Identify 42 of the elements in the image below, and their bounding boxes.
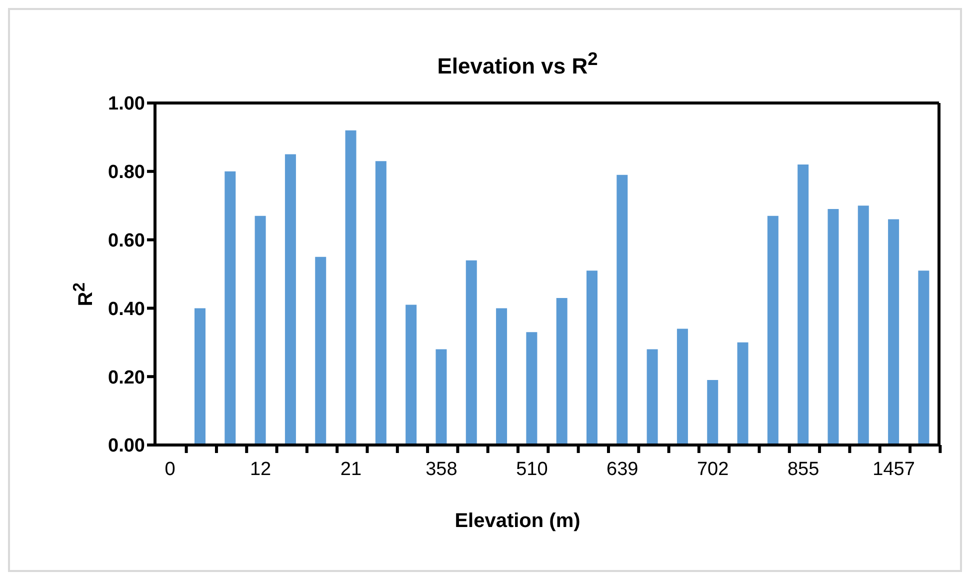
bar (284, 154, 296, 445)
bar (436, 349, 447, 445)
x-tick-label: 1457 (872, 459, 915, 480)
x-tick-label: 510 (516, 459, 548, 480)
x-tick-label: 639 (606, 459, 638, 480)
bar (496, 308, 508, 445)
y-tick-label: 0.40 (108, 298, 145, 320)
bar (586, 270, 598, 445)
bar (767, 216, 778, 445)
x-tick-label: 0 (164, 459, 176, 480)
bar (345, 130, 356, 445)
y-tick-label: 0.60 (108, 230, 145, 252)
bar (707, 380, 718, 445)
bar (254, 216, 266, 445)
bar (466, 260, 477, 445)
y-tick-label: 0.20 (108, 367, 145, 388)
x-tick-label: 358 (426, 459, 458, 480)
x-tick-label: 12 (250, 459, 272, 480)
bar (888, 219, 900, 445)
bar (646, 349, 658, 445)
bar (616, 174, 628, 445)
x-tick-label: 855 (787, 459, 820, 480)
bar (828, 209, 839, 445)
bar (858, 206, 869, 445)
bar (194, 308, 206, 445)
bar (676, 328, 688, 445)
bar (315, 256, 326, 445)
x-tick-label: 702 (696, 459, 729, 480)
x-tick-label: 21 (340, 459, 362, 480)
y-tick-label: 0.80 (108, 162, 145, 184)
bar (224, 171, 236, 445)
bar (406, 304, 417, 445)
bar (375, 161, 386, 445)
y-tick-label: 1.00 (108, 94, 145, 115)
bar (798, 164, 809, 445)
bar (737, 342, 748, 445)
bar (918, 270, 930, 445)
y-tick-label: 0.00 (108, 436, 145, 457)
x-axis-title: Elevation (m) (454, 510, 582, 533)
bar (556, 298, 568, 445)
bar (526, 332, 538, 445)
chart-title: Elevation vs R$^{2}$ (436, 48, 599, 80)
